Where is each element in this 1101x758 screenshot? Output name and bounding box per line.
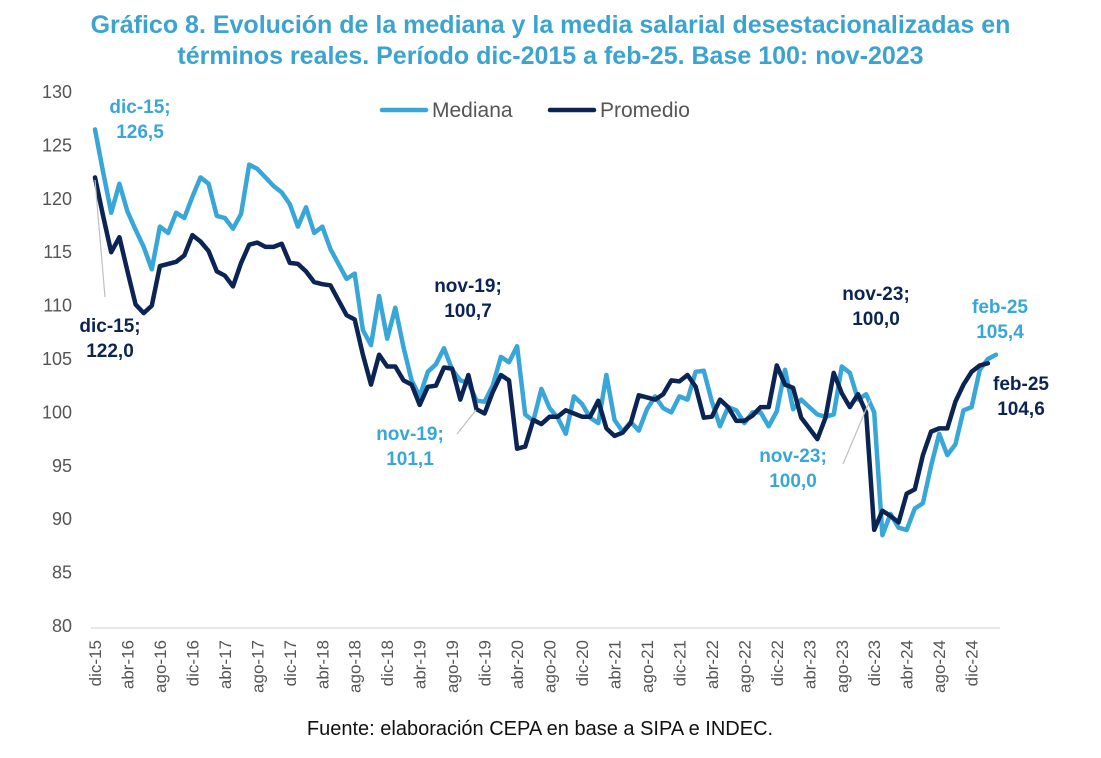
y-tick-label: 85 bbox=[52, 563, 72, 583]
x-tick-label: dic-20 bbox=[573, 640, 592, 686]
x-tick-label: dic-17 bbox=[281, 640, 300, 686]
legend: Mediana Promedio bbox=[379, 99, 690, 122]
series-line-mediana bbox=[92, 127, 999, 538]
legend-label-mediana: Mediana bbox=[432, 99, 513, 122]
x-tick-label: abr-21 bbox=[605, 640, 624, 689]
x-tick-label: ago-17 bbox=[248, 640, 267, 693]
annotation-label: dic-15; bbox=[109, 97, 170, 118]
annotation-leader-line bbox=[94, 179, 106, 298]
annotation-label: 104,6 bbox=[997, 399, 1045, 420]
x-tick-label: ago-21 bbox=[638, 640, 657, 693]
chart-title-line-2: términos reales. Período dic-2015 a feb-… bbox=[177, 42, 924, 70]
y-tick-label: 105 bbox=[42, 349, 72, 369]
annotation-label: nov-23; bbox=[759, 446, 827, 467]
annotation-layer: dic-15; 126,5 dic-15; 122,0 nov-19; 100,7 nov-… bbox=[79, 97, 1049, 492]
x-tick-label: abr-18 bbox=[313, 640, 332, 689]
x-tick-label: dic-21 bbox=[670, 640, 689, 686]
legend-label-promedio: Promedio bbox=[600, 99, 690, 122]
x-tick-label: ago-23 bbox=[833, 640, 852, 693]
source-note: Fuente: elaboración CEPA en base a SIPA … bbox=[306, 718, 774, 740]
x-tick-label: abr-24 bbox=[898, 640, 917, 689]
x-tick-label: abr-20 bbox=[508, 640, 527, 689]
x-tick-label: abr-19 bbox=[411, 640, 430, 689]
annotation-label: 105,4 bbox=[976, 322, 1024, 343]
annotation-label: feb-25 bbox=[972, 297, 1028, 318]
x-tick-label: dic-22 bbox=[768, 640, 787, 686]
annotation-label: 122,0 bbox=[86, 341, 134, 362]
annotation-label: 101,1 bbox=[386, 449, 434, 470]
y-tick-label: 80 bbox=[52, 616, 72, 636]
annotation-label: feb-25 bbox=[993, 374, 1049, 395]
annotation-label: nov-19; bbox=[434, 276, 502, 297]
x-tick-label: ago-16 bbox=[151, 640, 170, 693]
x-axis: dic-15 abr-16 ago-16 dic-16 abr-17 ago-17 dic-… bbox=[86, 627, 1000, 693]
y-tick-label: 110 bbox=[43, 296, 72, 316]
annotation-leader-line bbox=[842, 399, 871, 465]
x-tick-label: abr-23 bbox=[800, 640, 819, 689]
x-tick-label: dic-16 bbox=[183, 640, 202, 686]
annotation-label: 100,7 bbox=[444, 301, 492, 322]
chart-title-line-1: Gráfico 8. Evolución de la mediana y la … bbox=[90, 11, 1011, 39]
x-tick-label: ago-22 bbox=[735, 640, 754, 693]
annotation-label: dic-15; bbox=[79, 316, 140, 337]
annotation-label: 100,0 bbox=[769, 471, 817, 492]
annotation-label: nov-19; bbox=[376, 424, 444, 445]
x-tick-label: ago-18 bbox=[346, 640, 365, 693]
annotation-leader-line bbox=[456, 409, 477, 435]
series-line-promedio bbox=[92, 175, 991, 533]
y-tick-label: 95 bbox=[52, 456, 72, 476]
x-tick-label: dic-23 bbox=[865, 640, 884, 686]
y-tick-label: 120 bbox=[42, 189, 72, 209]
series-layer bbox=[92, 127, 999, 538]
x-tick-label: ago-19 bbox=[443, 640, 462, 693]
chart-title: Gráfico 8. Evolución de la mediana y la … bbox=[0, 10, 1101, 72]
y-tick-label: 90 bbox=[52, 509, 72, 529]
annotation-label: nov-23; bbox=[842, 284, 910, 305]
x-tick-label: ago-24 bbox=[930, 640, 949, 693]
y-tick-label: 100 bbox=[42, 402, 72, 422]
y-tick-label: 125 bbox=[42, 135, 72, 155]
y-axis: 80 85 90 95 100 105 110 115 120 125 130 bbox=[42, 82, 72, 636]
x-tick-label: abr-16 bbox=[118, 640, 137, 689]
y-tick-label: 115 bbox=[43, 242, 72, 262]
annotation-label: 126,5 bbox=[116, 122, 164, 143]
x-tick-label: abr-22 bbox=[703, 640, 722, 689]
x-tick-label: dic-15 bbox=[86, 640, 105, 686]
x-tick-label: dic-24 bbox=[963, 640, 982, 686]
x-tick-label: ago-20 bbox=[541, 640, 560, 693]
x-tick-label: dic-19 bbox=[476, 640, 495, 686]
x-tick-label: dic-18 bbox=[378, 640, 397, 686]
y-tick-label: 130 bbox=[42, 82, 72, 102]
x-tick-label: abr-17 bbox=[216, 640, 235, 689]
annotation-label: 100,0 bbox=[852, 309, 900, 330]
